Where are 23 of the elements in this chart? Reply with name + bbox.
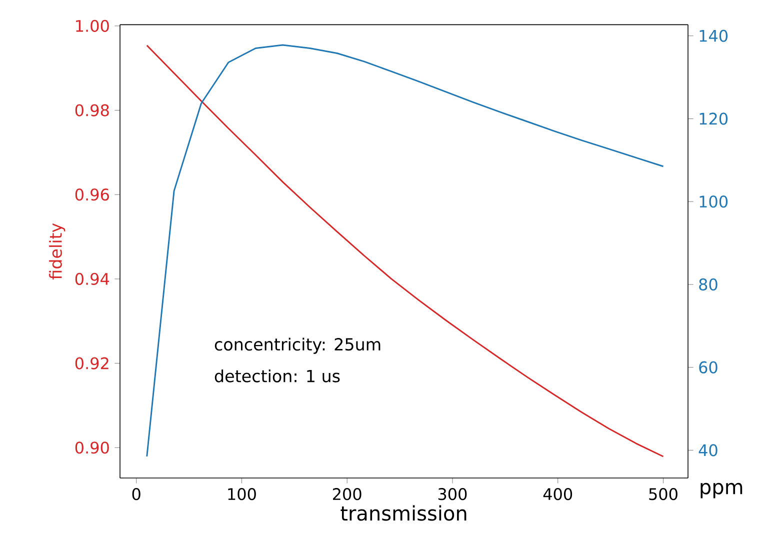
x-tick-label: 0 [132,488,140,500]
y-tick-label: 0.94 [75,272,110,285]
x-tick-label: 300 [438,488,467,500]
y2-tick-label: 140 [700,30,728,42]
x-tick-label: 100 [228,488,256,500]
x-tick-label: 200 [333,488,362,500]
y-axis-title: fidelity [49,223,66,280]
y-tick-label: 0.96 [75,188,109,201]
y-tick-label: 0.90 [75,442,109,454]
y2-tick-label: 80 [699,278,718,291]
x-tick-label: 400 [543,488,572,500]
x-tick-label: 500 [649,488,678,500]
annotation: concentricity: 25um [214,338,380,354]
y2-tick-label: 40 [698,444,718,456]
annotation: detection: 1 us [214,369,340,382]
y-tick-label: 1.00 [76,20,109,32]
y2-tick-label: 100 [700,196,728,208]
x-axis-title: transmission [340,505,466,521]
y-tick-label: 0.92 [75,357,108,370]
y2-tick-label: 120 [700,112,728,125]
y-tick-label: 0.98 [75,104,109,116]
text: ppm [700,482,742,498]
y2-tick-label: 60 [699,361,718,374]
